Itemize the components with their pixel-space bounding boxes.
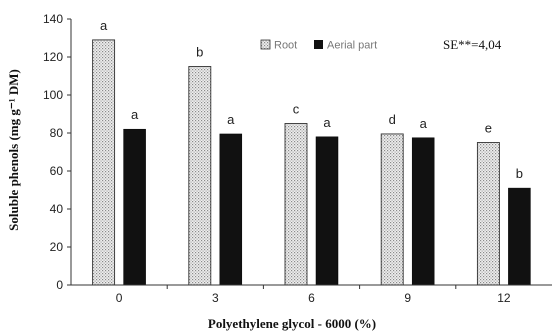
y-tick-label: 100: [43, 88, 63, 102]
bar-root: [380, 133, 404, 286]
x-tick-label: 3: [212, 291, 219, 305]
bars-group: a a b a c a d a e b: [92, 18, 531, 286]
legend-label-root: Root: [274, 40, 297, 52]
significance-letter: b: [516, 166, 523, 181]
legend: Root Aerial part: [260, 39, 377, 52]
x-tick-label: 12: [497, 291, 511, 305]
bar-aerial-part: [315, 136, 339, 286]
y-tick-label: 20: [50, 240, 64, 254]
y-tick-label: 80: [50, 126, 64, 140]
significance-letter: a: [227, 112, 235, 127]
bar-aerial-part: [508, 187, 531, 286]
significance-letter: a: [420, 116, 428, 131]
legend-swatch-aerial-part: [314, 40, 323, 49]
x-axis-title: Polyethylene glycol - 6000 (%): [208, 316, 376, 331]
bar-aerial-part: [219, 133, 243, 286]
x-tick-label: 6: [308, 291, 315, 305]
bar-root: [188, 66, 212, 286]
significance-letter: c: [293, 102, 300, 117]
significance-letter: a: [100, 18, 108, 33]
legend-swatch-root: [260, 39, 271, 50]
bar-root: [92, 39, 116, 286]
y-tick-label: 120: [43, 50, 63, 64]
significance-letter: e: [485, 121, 492, 136]
legend-label-aerial-part: Aerial part: [327, 40, 377, 52]
bar-aerial-part: [411, 137, 435, 286]
y-axis-title: Soluble phenols (mg g⁻¹ DM): [6, 69, 21, 231]
significance-letter: b: [196, 45, 203, 60]
x-tick-label: 9: [404, 291, 411, 305]
bar-aerial-part: [123, 128, 146, 286]
se-annotation: SE**=4,04: [443, 37, 502, 52]
significance-letter: a: [131, 107, 139, 122]
y-tick-label: 60: [50, 164, 64, 178]
significance-letter: a: [323, 115, 331, 130]
y-tick-label: 140: [43, 12, 63, 26]
y-tick-label: 0: [56, 278, 63, 292]
axes-group: 0 20 40 60 80 100 120 140 0 3 6 9 12: [43, 12, 552, 305]
bar-root: [284, 123, 308, 286]
x-tick-label: 0: [116, 291, 123, 305]
bar-root: [476, 142, 500, 286]
significance-letter: d: [389, 112, 396, 127]
y-tick-label: 40: [50, 202, 64, 216]
